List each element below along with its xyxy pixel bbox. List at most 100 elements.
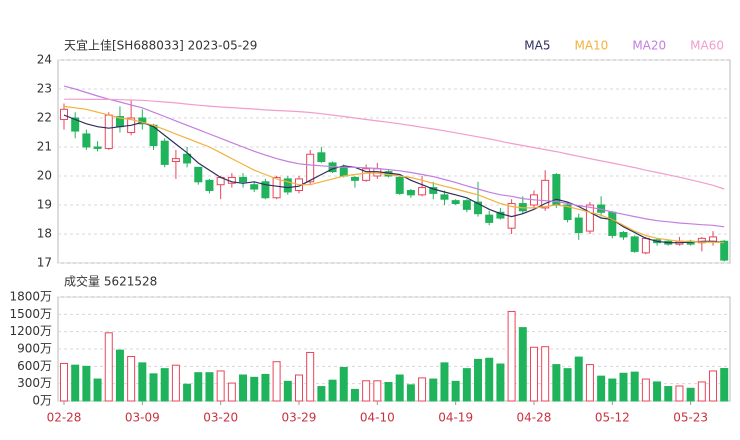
x-tick-label: 02-28 bbox=[47, 411, 82, 425]
candle-body bbox=[474, 201, 483, 215]
candle-body bbox=[171, 158, 180, 163]
volume-bar bbox=[697, 381, 706, 402]
volume-bar bbox=[306, 351, 315, 402]
volume-bar bbox=[630, 371, 639, 402]
ma-line bbox=[63, 105, 725, 244]
volume-bar bbox=[597, 375, 606, 402]
volume-bar bbox=[406, 384, 415, 402]
volume-bar bbox=[462, 368, 471, 402]
volume-bar bbox=[720, 368, 729, 402]
volume-bar bbox=[171, 364, 180, 402]
volume-bar bbox=[317, 386, 326, 402]
volume-bar bbox=[686, 387, 695, 402]
candle-body bbox=[183, 153, 192, 164]
candle-body bbox=[485, 214, 494, 223]
x-tick-label: 05-23 bbox=[673, 411, 708, 425]
volume-bar bbox=[272, 361, 281, 402]
candle-body bbox=[306, 153, 315, 183]
y-tick-label: 20 bbox=[37, 169, 52, 183]
volume-bar bbox=[93, 378, 102, 402]
candle-body bbox=[395, 176, 404, 194]
candle-body bbox=[239, 176, 248, 183]
volume-bar bbox=[373, 380, 382, 402]
volume-bar bbox=[283, 380, 292, 402]
candle-body bbox=[362, 168, 371, 181]
volume-bar bbox=[261, 373, 270, 402]
legend-entry: MA10 bbox=[574, 39, 608, 53]
x-tick-label: 04-10 bbox=[360, 411, 395, 425]
volume-bar bbox=[451, 380, 460, 402]
candle-body bbox=[93, 146, 102, 149]
candle-body bbox=[194, 166, 203, 183]
volume-bar bbox=[294, 374, 303, 402]
candle-body bbox=[619, 232, 628, 238]
candle-body bbox=[641, 237, 650, 254]
candle-body bbox=[563, 204, 572, 220]
volume-bar bbox=[239, 374, 248, 402]
volume-bar bbox=[541, 346, 550, 402]
volume-bar bbox=[574, 356, 583, 402]
volume-bar bbox=[160, 368, 169, 402]
candle-body bbox=[350, 176, 359, 181]
volume-bar bbox=[641, 378, 650, 402]
candle-body bbox=[574, 217, 583, 234]
ma-line bbox=[63, 85, 725, 228]
x-tick-label: 05-12 bbox=[595, 411, 630, 425]
volume-bar bbox=[362, 380, 371, 402]
candle-body bbox=[630, 236, 639, 252]
volume-bar bbox=[418, 377, 427, 402]
y-tick-label: 19 bbox=[37, 198, 52, 212]
x-tick-label: 04-19 bbox=[438, 411, 473, 425]
y-tick-label: 22 bbox=[37, 111, 52, 125]
volume-bar bbox=[608, 378, 617, 402]
volume-bar bbox=[82, 365, 91, 402]
legend-entry: MA60 bbox=[690, 39, 724, 53]
candle-body bbox=[709, 236, 718, 242]
volume-bar bbox=[115, 349, 124, 402]
ma-line bbox=[64, 98, 725, 190]
y-tick-label: 0万 bbox=[32, 394, 52, 408]
volume-bar bbox=[328, 379, 337, 402]
y-tick-label: 23 bbox=[37, 82, 52, 96]
volume-bar bbox=[350, 388, 359, 402]
y-tick-label: 300万 bbox=[17, 376, 52, 390]
y-tick-label: 1500万 bbox=[9, 307, 52, 321]
volume-bar bbox=[216, 370, 225, 402]
y-tick-label: 600万 bbox=[17, 359, 52, 373]
candle-body bbox=[250, 184, 259, 190]
candle-body bbox=[272, 176, 281, 199]
y-tick-label: 21 bbox=[37, 140, 52, 154]
candle-body bbox=[82, 133, 91, 148]
volume-bar bbox=[384, 382, 393, 402]
volume-bar bbox=[194, 372, 203, 402]
volume-bar bbox=[496, 363, 505, 402]
y-tick-label: 24 bbox=[37, 53, 52, 67]
volume-bar bbox=[183, 383, 192, 402]
volume-bar bbox=[138, 362, 147, 402]
volume-bar bbox=[675, 385, 684, 402]
legend-entry: MA20 bbox=[632, 39, 666, 53]
legend-entry: MA5 bbox=[524, 39, 550, 53]
candle-body bbox=[462, 200, 471, 210]
price-panel bbox=[57, 59, 731, 264]
candle-body bbox=[608, 211, 617, 236]
volume-bar bbox=[585, 364, 594, 402]
volume-bar bbox=[227, 382, 236, 402]
candle-body bbox=[205, 179, 214, 192]
volume-bar bbox=[440, 362, 449, 402]
candle-body bbox=[71, 117, 80, 132]
ma-line bbox=[63, 114, 725, 244]
volume-bar bbox=[149, 373, 158, 402]
candle-body bbox=[418, 187, 427, 196]
y-tick-label: 1800万 bbox=[9, 290, 52, 304]
y-tick-label: 18 bbox=[37, 227, 52, 241]
volume-bar bbox=[339, 366, 348, 402]
volume-bar bbox=[507, 310, 516, 402]
volume-bar bbox=[250, 376, 259, 402]
candle-body bbox=[541, 179, 550, 209]
candle-body bbox=[585, 204, 594, 232]
volume-bar bbox=[429, 378, 438, 402]
volume-bar bbox=[563, 368, 572, 402]
candle-body bbox=[720, 240, 729, 261]
